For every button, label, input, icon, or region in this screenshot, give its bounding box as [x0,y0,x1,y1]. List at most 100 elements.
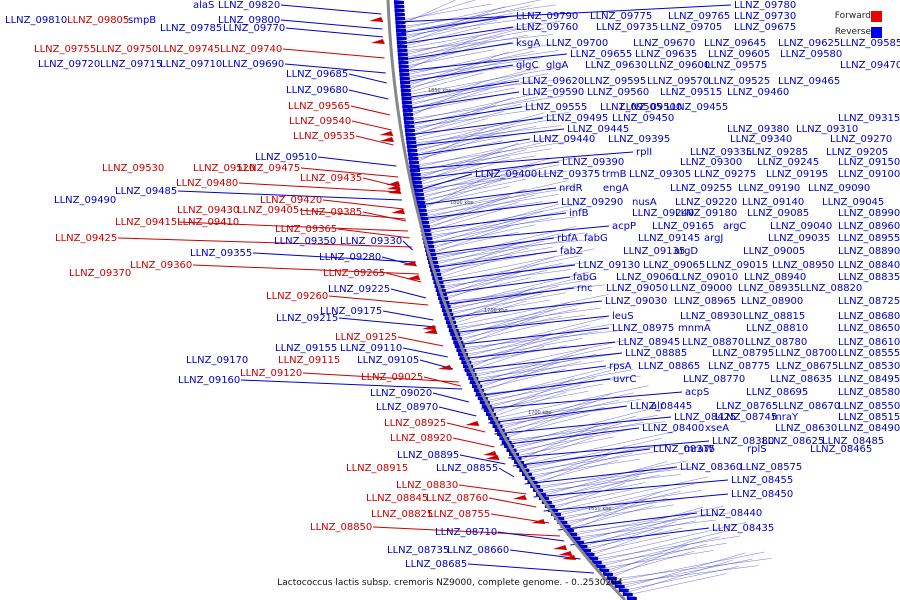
gene-label: LLNZ_09090 [808,183,870,194]
gene-label: LLNZ_09130 [578,260,640,271]
connector-line [552,489,632,507]
connector-line [416,155,535,175]
reverse-gene-arrow [401,92,412,96]
connector-line [402,12,514,38]
connector-line [411,104,497,137]
gene-label: LLNZ_09115 [278,355,340,366]
reverse-gene-arrow [415,204,426,208]
gene-label: LLNZ_09680 [286,85,348,96]
connector-line [562,490,681,520]
gene-label: LLNZ_08495 [838,374,900,385]
gene-label: LLNZ_08550 [838,401,900,412]
reverse-gene-arrow [404,128,415,132]
gene-label: LLNZ_09690 [222,59,284,70]
connector-line [177,221,409,232]
gene-label: acpS [685,387,709,398]
reverse-gene-arrow [406,144,417,148]
gene-label: LLNZ_09000 [670,283,732,294]
connector-line [404,49,495,67]
connector-line [571,498,647,531]
connector-line [302,372,459,383]
reverse-gene-arrow [394,4,405,8]
connector-line [441,269,571,287]
gene-label: LLNZ_09110 [340,343,402,354]
connector-line [382,310,434,321]
gene-label: LLNZ_09425 [55,233,117,244]
reverse-gene-arrow [614,584,625,588]
gene-label: LLNZ_09470 [840,60,900,71]
connector-line [450,299,550,318]
connector-line [423,180,568,214]
gene-label: LLNZ_09045 [822,197,884,208]
gene-label: LLNZ_08780 [745,337,807,348]
gene-label: LLNZ_09215 [276,313,338,324]
connector-line [575,506,724,536]
reverse-gene-arrow [408,156,419,160]
gene-label: acpP [612,221,636,232]
forward-gene-arrow [485,455,500,460]
gene-label: LLNZ_08700 [775,348,837,359]
connector-line [413,112,545,148]
gene-label: nusA [632,197,657,208]
reverse-gene-arrow [410,168,421,172]
connector-line [432,225,511,254]
connector-line [602,536,721,566]
connector-line [622,558,752,586]
gene-label: LLNZ_09085 [747,208,809,219]
connector-line [240,379,463,390]
connector-line [401,42,514,61]
gene-label: LLNZ_09310 [796,124,858,135]
connector-line [557,490,702,514]
connector-line [453,300,527,324]
connector-line [507,421,666,441]
gene-label: LLNZ_08630 [775,423,837,434]
gene-label: LLNZ_09530 [102,163,164,174]
reverse-gene-arrow [394,12,405,16]
reverse-gene-arrow [394,0,404,4]
gene-label: LLNZ_09125 [335,332,397,343]
gene-label: LLNZ_09805 [67,15,129,26]
connector-line [481,391,683,410]
connector-line [437,241,521,276]
gene-label: LLNZ_09600 [648,60,710,71]
gene-label: LLNZ_09040 [770,221,832,232]
legend-swatch-reverse [871,26,882,38]
reverse-gene-arrow [626,596,637,600]
gene-label: LLNZ_09120 [240,368,302,379]
connector-line [426,202,519,228]
gene-label: LLNZ_09765 [668,11,730,22]
gene-label: LLNZ_09390 [562,157,624,168]
reverse-gene-arrow [410,172,421,176]
connector-line [403,27,545,54]
gene-label: LLNZ_08820 [800,283,862,294]
connector-line [402,19,498,43]
gene-label: LLNZ_09245 [757,157,819,168]
connector-line [348,73,387,84]
reverse-gene-arrow [411,176,422,180]
gene-label: LLNZ_08865 [638,361,700,372]
gene-label: LLNZ_08695 [746,387,808,398]
gene-label: LLNZ_08940 [744,272,806,283]
connector-line [583,520,697,544]
gene-label: LLNZ_09500 [620,102,682,113]
reverse-gene-arrow [405,132,416,136]
connector-line [406,65,501,89]
connector-line [397,336,444,347]
connector-line [413,119,528,153]
reverse-gene-arrow [402,108,413,112]
gene-label: LLNZ_08465 [810,444,872,455]
connector-line [430,250,558,269]
reverse-gene-arrow [403,116,414,120]
gene-label: LLNZ_09025 [361,372,423,383]
connector-line [421,178,527,201]
connector-line [490,390,589,410]
connector-line [414,126,512,157]
connector-line [588,521,677,551]
reverse-gene-arrow [403,120,414,124]
gene-label: LLNZ_09135 [623,246,685,257]
reverse-gene-arrow [403,112,414,116]
connector-line [418,163,494,186]
reverse-gene-arrow [606,576,617,580]
connector-line [402,240,413,251]
